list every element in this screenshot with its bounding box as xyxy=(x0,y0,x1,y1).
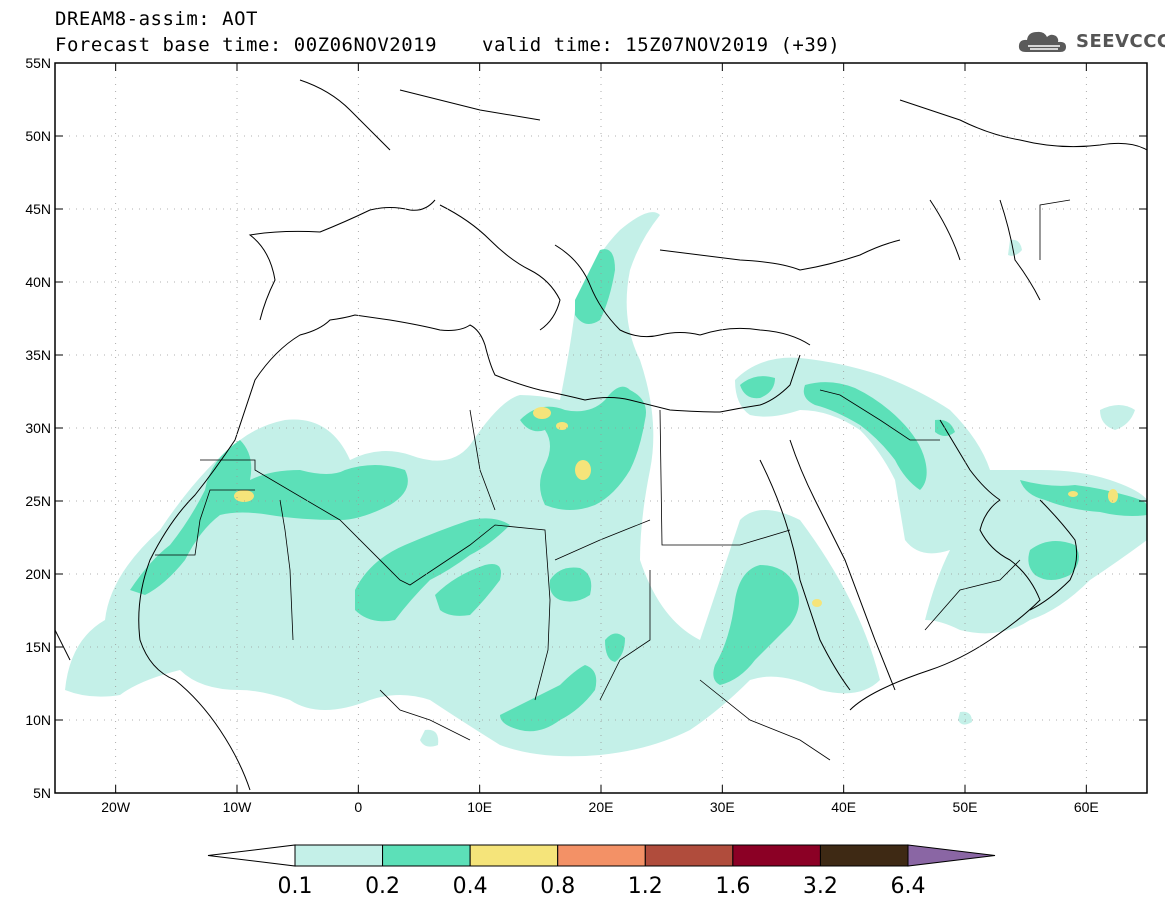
lat-tick-label: 10N xyxy=(25,712,51,728)
lon-tick-label: 40E xyxy=(831,799,856,815)
map-title: DREAM8-assim: AOT xyxy=(55,8,258,30)
colorbar-swatch xyxy=(644,844,734,867)
lon-tick-label: 60E xyxy=(1074,799,1099,815)
valid-time: valid time: 15Z07NOV2019 (+39) xyxy=(482,34,841,56)
latitude-labels: 55N 50N 45N 40N 35N 30N 25N 20N 15N 10N 5N xyxy=(25,55,51,801)
lon-tick-label: 0 xyxy=(354,799,362,815)
country-borders xyxy=(155,199,1071,761)
colorbar-low-arrow xyxy=(207,844,296,867)
colorbar-level-label: 3.2 xyxy=(803,874,838,899)
lat-tick-label: 5N xyxy=(33,785,51,801)
colorbar-level-label: 0.1 xyxy=(278,874,313,899)
coastlines xyxy=(55,79,1147,791)
axis-ticks xyxy=(55,62,1147,794)
lat-tick-label: 30N xyxy=(25,420,51,436)
lon-tick-label: 20W xyxy=(101,799,131,815)
colorbar-level-label: 0.2 xyxy=(365,874,400,899)
logo-text: SEEVCCC xyxy=(1076,30,1165,52)
colorbar-level-label: 1.6 xyxy=(715,874,750,899)
colorbar-level-label: 0.8 xyxy=(540,874,575,899)
lat-tick-label: 55N xyxy=(25,55,51,71)
seevccc-logo: SEEVCCC xyxy=(1018,28,1165,54)
lat-tick-label: 15N xyxy=(25,639,51,655)
aot-fields xyxy=(65,212,1147,757)
colorbar-swatch xyxy=(557,844,646,867)
cloud-icon xyxy=(1018,31,1066,52)
lat-tick-label: 45N xyxy=(25,201,51,217)
lat-tick-label: 40N xyxy=(25,274,51,290)
colorbar-swatch xyxy=(382,844,471,867)
colorbar-swatch xyxy=(469,844,559,867)
lon-tick-label: 30E xyxy=(710,799,735,815)
lat-tick-label: 20N xyxy=(25,566,51,582)
colorbar-legend: 0.1 0.2 0.4 0.8 1.2 1.6 3.2 6.4 xyxy=(207,844,996,899)
colorbar-level-label: 0.4 xyxy=(453,874,488,899)
lon-tick-label: 20E xyxy=(589,799,614,815)
forecast-base-time: Forecast base time: 00Z06NOV2019 xyxy=(55,34,438,56)
graticule xyxy=(55,63,1147,793)
colorbar-swatch xyxy=(732,844,821,867)
lon-tick-label: 10E xyxy=(467,799,492,815)
lat-tick-label: 35N xyxy=(25,347,51,363)
colorbar-swatch xyxy=(294,844,384,867)
lat-tick-label: 25N xyxy=(25,493,51,509)
colorbar-swatch xyxy=(819,844,909,867)
longitude-labels: 20W 10W 0 10E 20E 30E 40E 50E 60E xyxy=(101,799,1099,815)
colorbar-level-label: 1.2 xyxy=(628,874,663,899)
lon-tick-label: 50E xyxy=(953,799,978,815)
lat-tick-label: 50N xyxy=(25,128,51,144)
colorbar-level-label: 6.4 xyxy=(891,874,926,899)
colorbar-high-arrow xyxy=(907,844,996,867)
lon-tick-label: 10W xyxy=(223,799,253,815)
